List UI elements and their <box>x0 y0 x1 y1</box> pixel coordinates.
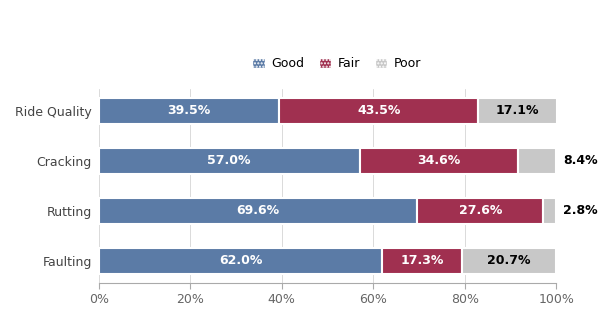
Legend: Good, Fair, Poor: Good, Fair, Poor <box>247 52 426 75</box>
Bar <box>544 198 556 224</box>
Bar <box>280 98 479 124</box>
Bar <box>518 148 556 174</box>
Bar <box>99 148 359 174</box>
Text: 17.1%: 17.1% <box>496 104 539 117</box>
Text: 62.0%: 62.0% <box>219 254 262 267</box>
Bar <box>383 248 462 274</box>
Bar <box>417 198 544 224</box>
Text: 43.5%: 43.5% <box>357 104 401 117</box>
Bar <box>99 198 417 224</box>
Bar <box>417 198 544 224</box>
Text: 69.6%: 69.6% <box>237 204 280 217</box>
Bar <box>99 98 280 124</box>
Text: 39.5%: 39.5% <box>167 104 211 117</box>
Bar <box>99 248 383 274</box>
Bar <box>518 148 556 174</box>
Bar <box>99 98 280 124</box>
Bar <box>280 98 479 124</box>
Bar <box>544 198 556 224</box>
Bar <box>359 148 518 174</box>
Text: 20.7%: 20.7% <box>487 254 531 267</box>
Text: 57.0%: 57.0% <box>207 154 251 167</box>
Bar <box>479 98 557 124</box>
Text: 27.6%: 27.6% <box>459 204 502 217</box>
Bar <box>359 148 518 174</box>
Bar <box>99 148 359 174</box>
Bar <box>383 248 462 274</box>
Bar <box>462 248 556 274</box>
Text: 8.4%: 8.4% <box>563 154 598 167</box>
Text: 34.6%: 34.6% <box>417 154 460 167</box>
Bar <box>99 248 383 274</box>
Bar <box>462 248 556 274</box>
Text: 17.3%: 17.3% <box>400 254 444 267</box>
Text: 2.8%: 2.8% <box>563 204 598 217</box>
Bar <box>99 198 417 224</box>
Bar <box>479 98 557 124</box>
